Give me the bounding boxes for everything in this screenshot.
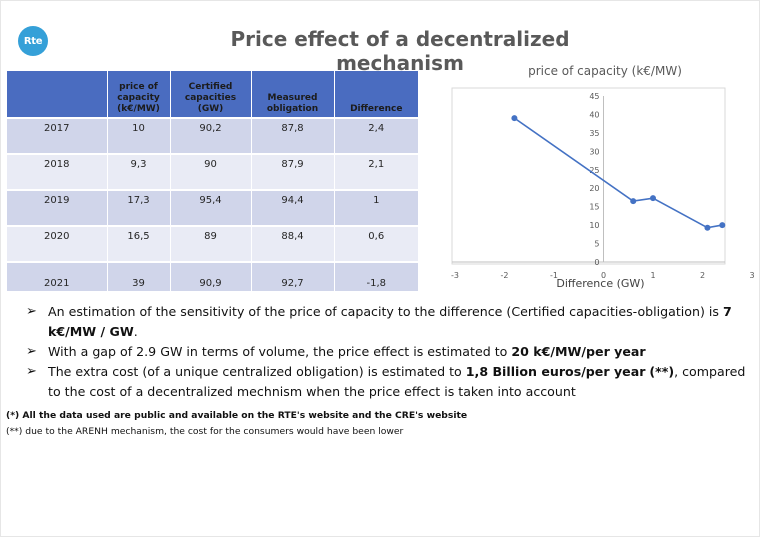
table-row: 2019 17,3 95,4 94,4 1	[7, 189, 418, 226]
chart-title: price of capacity (k€/MW)	[528, 64, 682, 78]
data-point	[719, 222, 726, 229]
cell-obligation: 87,9	[250, 153, 334, 190]
cell-certified: 90	[169, 153, 251, 190]
table-row: 2021 39 90,9 92,7 -1,8	[7, 261, 418, 291]
header-obligation: Measured obligation	[250, 71, 334, 118]
data-point	[630, 198, 637, 205]
bullet-emphasis: 1,8 Billion euros/per year	[465, 364, 646, 379]
bullet-text: An estimation of the sensitivity of the …	[48, 304, 723, 319]
x-tick-label: 1	[650, 271, 655, 280]
cell-price: 17,3	[106, 189, 170, 226]
bullet-text: , compared to the cost of a decentralize…	[48, 364, 746, 399]
footnote-public-data: (*) All the data used are public and ava…	[6, 410, 468, 421]
cell-price: 16,5	[106, 225, 170, 262]
x-axis-label: Difference (GW)	[556, 277, 644, 290]
x-tick-label: -3	[451, 271, 459, 280]
y-tick-label: 5	[594, 240, 599, 249]
bullet-list: ➢ An estimation of the sensitivity of the…	[26, 302, 746, 402]
cell-year: 2019	[7, 189, 107, 226]
bullet-emphasis: 20 k€/MW/per year	[511, 344, 646, 359]
header-difference: Difference	[333, 71, 418, 118]
x-tick-label: 3	[749, 271, 754, 280]
y-tick-label: 40	[589, 110, 599, 119]
series-line	[513, 117, 723, 229]
data-point	[650, 195, 656, 202]
bullet-item: ➢ An estimation of the sensitivity of the…	[26, 302, 746, 342]
x-tick-label: -2	[501, 271, 509, 280]
y-tick-label: 30	[589, 147, 599, 156]
footnotes: (*) All the data used are public and ava…	[6, 408, 746, 440]
cell-obligation: 88,4	[250, 225, 334, 262]
cell-difference: -1,8	[333, 261, 418, 291]
cell-year: 2017	[7, 117, 107, 154]
bullet-text: .	[133, 324, 138, 339]
rte-logo: Rte	[18, 26, 48, 56]
bullet-arrow-icon: ➢	[26, 364, 37, 379]
bullet-text: The extra cost (of a unique centralized …	[48, 364, 466, 379]
header-price: price of capacity (k€/MW)	[106, 71, 170, 118]
cell-certified: 95,4	[169, 189, 251, 226]
bullet-text: With a gap of 2.9 GW in terms of volume,…	[48, 344, 512, 359]
footnote-arenh: (**) due to the ARENH mechanism, the cos…	[6, 426, 404, 437]
data-point	[511, 115, 518, 122]
x-tick-label: 2	[700, 271, 705, 280]
cell-difference: 0,6	[333, 225, 418, 262]
bullet-emphasis: (**)	[649, 364, 675, 379]
chart-frame	[451, 87, 726, 265]
table-row: 2018 9,3 90 87,9 2,1	[7, 153, 418, 190]
cell-difference: 2,1	[333, 153, 418, 190]
cell-obligation: 92,7	[250, 261, 334, 291]
y-tick-label: 35	[589, 129, 599, 138]
cell-price: 10	[106, 117, 170, 154]
data-point	[704, 224, 711, 231]
cell-year: 2018	[7, 153, 107, 190]
cell-obligation: 87,8	[250, 117, 334, 154]
header-certified: Certified capacities (GW)	[169, 71, 251, 118]
cell-certified: 90,2	[169, 117, 251, 154]
capacity-table: price of capacity (k€/MW) Certified capa…	[7, 71, 418, 291]
table-header-row: price of capacity (k€/MW) Certified capa…	[7, 71, 418, 118]
cell-difference: 1	[333, 189, 418, 226]
capacity-price-chart: 0 5 10 15 20 25 30 35 40 45 -3 -2 -1 0 1 2 3 Difference (…	[451, 87, 755, 290]
bullet-emphasis: 7 k€/MW / GW	[48, 304, 732, 339]
bullet-arrow-icon: ➢	[26, 344, 37, 359]
y-tick-label: 15	[589, 203, 599, 212]
cell-year: 2020	[7, 225, 107, 262]
bullet-item: ➢ The extra cost (of a unique centralized…	[26, 362, 746, 402]
x-tick-label: 0	[601, 271, 606, 280]
y-tick-label: 25	[589, 166, 599, 175]
y-tick-label: 45	[589, 92, 599, 101]
header-year	[7, 71, 107, 118]
x-tick-label: -1	[550, 271, 558, 280]
bullet-arrow-icon: ➢	[26, 304, 37, 319]
cell-certified: 89	[169, 225, 251, 262]
table-row: 2017 10 90,2 87,8 2,4	[7, 117, 418, 154]
y-tick-label: 10	[589, 221, 599, 230]
cell-certified: 90,9	[169, 261, 251, 291]
cell-obligation: 94,4	[250, 189, 334, 226]
cell-price: 39	[106, 261, 170, 291]
table-row: 2020 16,5 89 88,4 0,6	[7, 225, 418, 262]
y-tick-label: 0	[594, 258, 599, 267]
cell-price: 9,3	[106, 153, 170, 190]
bullet-item: ➢ With a gap of 2.9 GW in terms of volume…	[26, 342, 746, 362]
cell-year: 2021	[7, 261, 107, 291]
cell-difference: 2,4	[333, 117, 418, 154]
y-tick-label: 20	[589, 184, 599, 193]
